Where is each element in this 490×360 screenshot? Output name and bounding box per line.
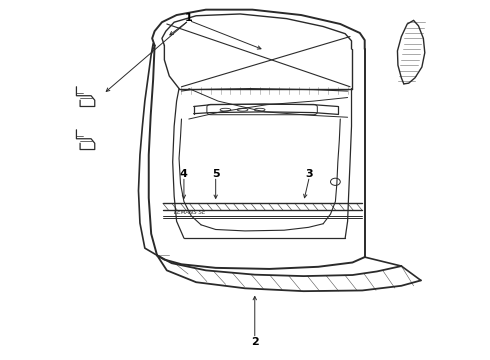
Text: LEMANS SE: LEMANS SE [174,210,206,215]
Text: 2: 2 [251,337,259,347]
Text: 1: 1 [185,13,193,23]
Text: 3: 3 [306,168,313,179]
Text: 5: 5 [212,168,220,179]
Text: 4: 4 [180,168,188,179]
